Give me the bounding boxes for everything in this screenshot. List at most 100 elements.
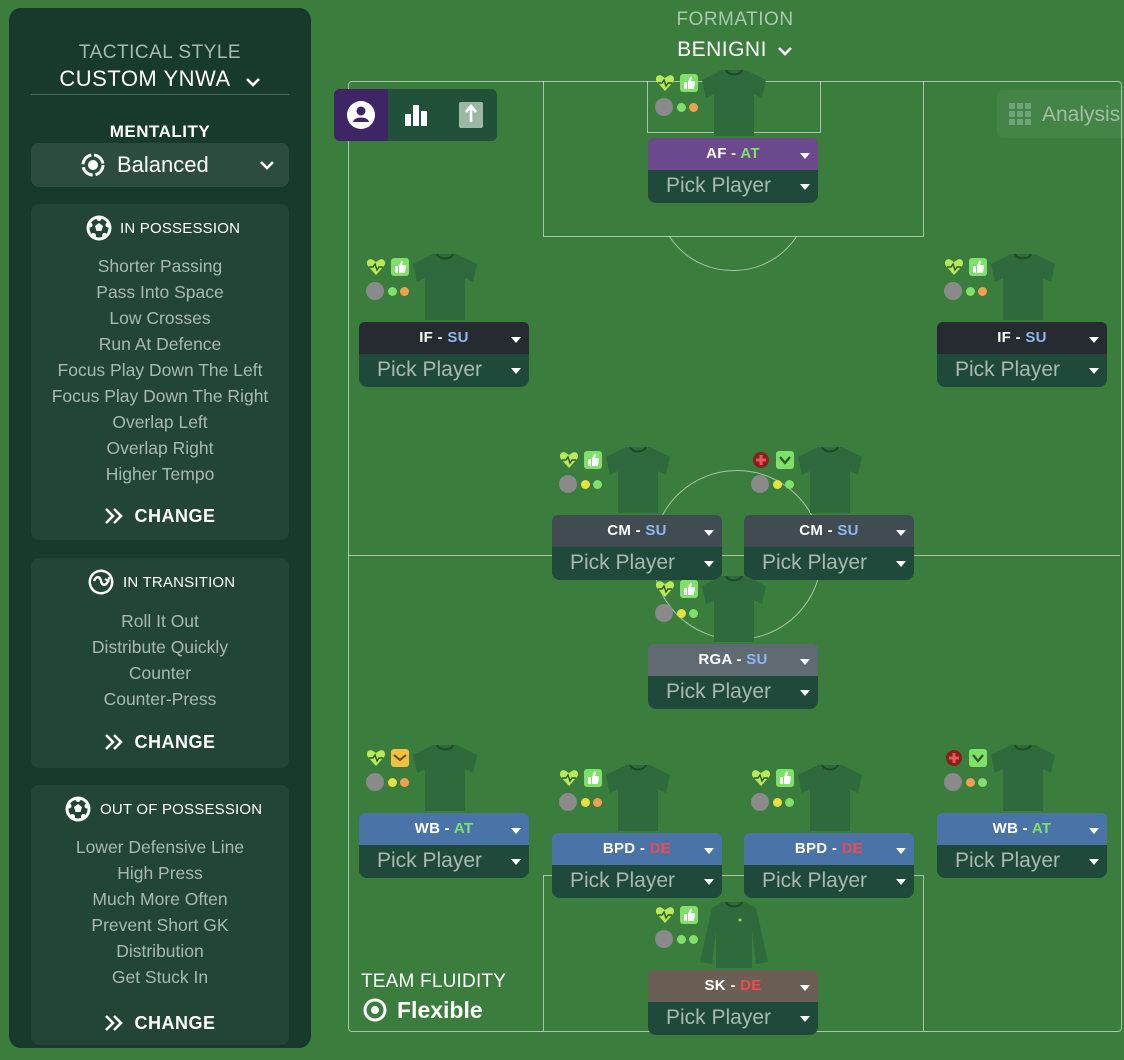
player-slot-bpd[interactable]: BPD - DE Pick Player — [744, 763, 914, 923]
player-slot-wb[interactable]: WB - AT Pick Player — [937, 743, 1107, 903]
pick-player-dropdown[interactable]: Pick Player — [937, 354, 1107, 387]
player-slot-if[interactable]: IF - SU Pick Player — [359, 252, 529, 412]
pick-player-dropdown[interactable]: Pick Player — [744, 865, 914, 898]
role-dropdown[interactable]: CM - SU — [552, 515, 722, 547]
formation-dropdown[interactable]: BENIGNI — [640, 38, 830, 62]
pick-player-dropdown[interactable]: Pick Player — [552, 547, 722, 580]
role-dropdown[interactable]: WB - AT — [937, 813, 1107, 845]
status-dot — [966, 287, 975, 296]
out-of-possession-section: OUT OF POSSESSION Lower Defensive Line H… — [31, 785, 289, 1045]
pick-player-dropdown[interactable]: Pick Player — [744, 547, 914, 580]
thumb-icon — [775, 768, 795, 793]
analysis-button[interactable]: Analysis — [997, 90, 1124, 138]
out-of-possession-change-button[interactable]: CHANGE — [31, 1013, 289, 1034]
mentality-label: MENTALITY — [109, 122, 211, 141]
role-label: AF - AT — [706, 138, 760, 170]
player-slot-cm[interactable]: CM - SU Pick Player — [744, 445, 914, 605]
change-label: CHANGE — [134, 1013, 216, 1033]
role-separator: - — [1011, 329, 1026, 346]
role-dropdown[interactable]: WB - AT — [359, 813, 529, 845]
change-label: CHANGE — [134, 506, 216, 526]
player-slot-rga[interactable]: RGA - SU Pick Player — [648, 574, 818, 734]
upload-view-button[interactable] — [444, 89, 497, 141]
instruction-item: Roll It Out — [121, 611, 199, 631]
pick-player-dropdown[interactable]: Pick Player — [359, 845, 529, 878]
check-icon — [775, 450, 795, 475]
pick-player-label: Pick Player — [762, 869, 868, 892]
role-separator: - — [1018, 820, 1032, 837]
instruction-item: Much More Often — [92, 889, 228, 909]
shirt-icon — [409, 252, 481, 327]
pick-player-dropdown[interactable]: Pick Player — [552, 865, 722, 898]
in-possession-title: IN POSSESSION — [120, 220, 241, 237]
status-dot — [593, 798, 602, 807]
shirt-icon — [602, 445, 674, 520]
heart-icon — [366, 257, 386, 282]
team-fluidity-value[interactable]: Flexible — [363, 997, 483, 1024]
status-dot — [593, 480, 602, 489]
role-dropdown[interactable]: CM - SU — [744, 515, 914, 547]
check-icon — [968, 748, 988, 773]
position-code: RGA — [698, 651, 732, 668]
role-separator: - — [635, 840, 650, 857]
status-dot — [388, 778, 397, 787]
role-dropdown[interactable]: BPD - DE — [744, 833, 914, 865]
status-dot — [400, 287, 409, 296]
player-slot-cm[interactable]: CM - SU Pick Player — [552, 445, 722, 605]
thumb-icon — [583, 450, 603, 475]
caret-down-icon — [800, 1016, 810, 1022]
status-dot — [655, 98, 673, 116]
player-slot-if[interactable]: IF - SU Pick Player — [937, 252, 1107, 412]
duty-code: SU — [1025, 329, 1047, 346]
role-dropdown[interactable]: AF - AT — [648, 138, 818, 170]
view-toggle-group — [334, 89, 497, 141]
role-dropdown[interactable]: RGA - SU — [648, 644, 818, 676]
pick-player-dropdown[interactable]: Pick Player — [359, 354, 529, 387]
pick-player-dropdown[interactable]: Pick Player — [648, 170, 818, 203]
role-label: IF - SU — [997, 322, 1047, 354]
position-code: CM — [607, 522, 632, 539]
role-dropdown[interactable]: IF - SU — [359, 322, 529, 354]
in-transition-change-button[interactable]: CHANGE — [31, 732, 289, 753]
role-dropdown[interactable]: IF - SU — [937, 322, 1107, 354]
tactical-style-value: CUSTOM YNWA — [59, 66, 231, 91]
shirt-icon — [794, 445, 866, 520]
player-slot-bpd[interactable]: BPD - DE Pick Player — [552, 763, 722, 923]
player-slot-sk[interactable]: SK - DE Pick Player — [648, 900, 818, 1060]
caret-down-icon — [511, 368, 521, 374]
in-possession-change-button[interactable]: CHANGE — [31, 506, 289, 527]
in-possession-section: IN POSSESSION Shorter Passing Pass Into … — [31, 204, 289, 540]
pick-player-dropdown[interactable]: Pick Player — [648, 1002, 818, 1035]
duty-code: SU — [746, 651, 768, 668]
player-slot-af[interactable]: AF - AT Pick Player — [648, 68, 818, 228]
position-code: WB — [992, 820, 1019, 837]
role-label: SK - DE — [704, 970, 761, 1002]
role-dropdown[interactable]: BPD - DE — [552, 833, 722, 865]
caret-down-icon — [1089, 828, 1099, 834]
ball-icon — [85, 214, 113, 247]
status-dot — [773, 798, 782, 807]
position-code: IF — [419, 329, 434, 346]
penalty-area-bottom — [543, 875, 924, 1031]
caret-down-icon — [896, 848, 906, 854]
bar-chart-icon — [405, 105, 427, 126]
caret-down-icon — [800, 690, 810, 696]
stats-view-button[interactable] — [389, 89, 443, 141]
tactical-style-label: TACTICAL STYLE — [78, 42, 242, 63]
caret-down-icon — [704, 561, 714, 567]
caret-down-icon — [800, 659, 810, 665]
role-separator: - — [827, 840, 842, 857]
status-dot — [751, 793, 769, 811]
pick-player-dropdown[interactable]: Pick Player — [648, 676, 818, 709]
mentality-dropdown[interactable]: Balanced — [31, 143, 289, 187]
tactical-style-dropdown[interactable]: CUSTOM YNWA — [9, 66, 311, 93]
role-label: RGA - SU — [698, 644, 767, 676]
chevron-down-icon — [777, 38, 793, 62]
role-label: IF - SU — [419, 322, 469, 354]
player-view-button[interactable] — [334, 89, 388, 141]
grid-icon — [1009, 103, 1031, 125]
player-slot-wb[interactable]: WB - AT Pick Player — [359, 743, 529, 903]
pick-player-dropdown[interactable]: Pick Player — [937, 845, 1107, 878]
person-icon — [347, 101, 375, 129]
role-dropdown[interactable]: SK - DE — [648, 970, 818, 1002]
